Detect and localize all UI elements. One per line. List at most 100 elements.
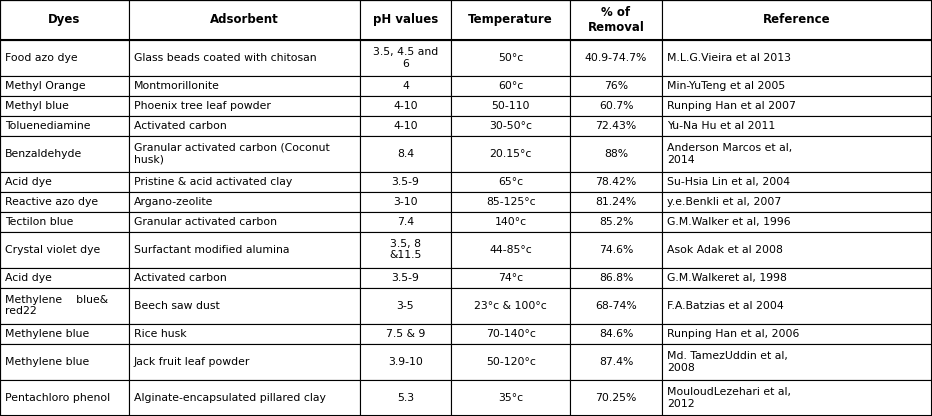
Text: 20.15°c: 20.15°c bbox=[489, 149, 532, 159]
Bar bbox=[662, 212, 932, 232]
Bar bbox=[360, 172, 451, 192]
Text: 50°c: 50°c bbox=[498, 53, 524, 63]
Bar bbox=[451, 96, 570, 116]
Text: Temperature: Temperature bbox=[469, 13, 553, 26]
Text: 84.6%: 84.6% bbox=[599, 329, 633, 339]
Text: Beech saw dust: Beech saw dust bbox=[133, 301, 219, 311]
Bar bbox=[129, 76, 360, 96]
Text: Activated carbon: Activated carbon bbox=[133, 121, 226, 131]
Text: pH values: pH values bbox=[373, 13, 438, 26]
Text: 140°c: 140°c bbox=[495, 217, 527, 227]
Bar bbox=[451, 76, 570, 96]
Bar bbox=[451, 344, 570, 380]
Bar bbox=[360, 40, 451, 76]
Bar bbox=[0, 96, 129, 116]
Text: Rice husk: Rice husk bbox=[133, 329, 186, 339]
Text: Anderson Marcos et al,
2014: Anderson Marcos et al, 2014 bbox=[666, 143, 792, 165]
Text: Phoenix tree leaf powder: Phoenix tree leaf powder bbox=[133, 101, 270, 111]
Text: 74.6%: 74.6% bbox=[599, 245, 633, 255]
Bar bbox=[662, 344, 932, 380]
Bar bbox=[360, 0, 451, 40]
Bar bbox=[129, 344, 360, 380]
Text: 7.5 & 9: 7.5 & 9 bbox=[386, 329, 425, 339]
Text: Md. TamezUddin et al,
2008: Md. TamezUddin et al, 2008 bbox=[666, 351, 788, 373]
Text: 88%: 88% bbox=[604, 149, 628, 159]
Bar bbox=[662, 76, 932, 96]
Bar bbox=[451, 136, 570, 172]
Text: Glass beads coated with chitosan: Glass beads coated with chitosan bbox=[133, 53, 316, 63]
Bar bbox=[662, 324, 932, 344]
Bar bbox=[129, 192, 360, 212]
Bar bbox=[0, 76, 129, 96]
Bar bbox=[662, 380, 932, 416]
Text: Acid dye: Acid dye bbox=[5, 272, 52, 282]
Text: F.A.Batzias et al 2004: F.A.Batzias et al 2004 bbox=[666, 301, 784, 311]
Bar bbox=[570, 116, 662, 136]
Text: Yu-Na Hu et al 2011: Yu-Na Hu et al 2011 bbox=[666, 121, 775, 131]
Text: MouloudLezehari et al,
2012: MouloudLezehari et al, 2012 bbox=[666, 387, 790, 409]
Bar bbox=[129, 116, 360, 136]
Text: 74°c: 74°c bbox=[499, 272, 523, 282]
Bar bbox=[662, 232, 932, 267]
Bar bbox=[662, 116, 932, 136]
Bar bbox=[0, 192, 129, 212]
Bar bbox=[360, 76, 451, 96]
Bar bbox=[451, 380, 570, 416]
Text: Min-YuTeng et al 2005: Min-YuTeng et al 2005 bbox=[666, 81, 785, 91]
Bar bbox=[0, 344, 129, 380]
Text: Granular activated carbon (Coconut
husk): Granular activated carbon (Coconut husk) bbox=[133, 143, 329, 165]
Bar bbox=[129, 136, 360, 172]
Bar bbox=[0, 267, 129, 287]
Bar bbox=[662, 287, 932, 324]
Text: Pristine & acid activated clay: Pristine & acid activated clay bbox=[133, 177, 292, 187]
Text: Activated carbon: Activated carbon bbox=[133, 272, 226, 282]
Text: Acid dye: Acid dye bbox=[5, 177, 52, 187]
Bar bbox=[570, 96, 662, 116]
Bar bbox=[0, 232, 129, 267]
Bar bbox=[360, 380, 451, 416]
Bar bbox=[360, 287, 451, 324]
Bar bbox=[360, 324, 451, 344]
Text: Methylene blue: Methylene blue bbox=[5, 357, 89, 367]
Bar bbox=[451, 287, 570, 324]
Text: 85-125°c: 85-125°c bbox=[486, 197, 536, 207]
Bar bbox=[570, 380, 662, 416]
Bar bbox=[570, 287, 662, 324]
Text: 3.5, 8
&11.5: 3.5, 8 &11.5 bbox=[390, 239, 421, 260]
Bar bbox=[451, 192, 570, 212]
Bar bbox=[129, 380, 360, 416]
Bar bbox=[129, 287, 360, 324]
Text: Reference: Reference bbox=[763, 13, 830, 26]
Text: 68-74%: 68-74% bbox=[596, 301, 637, 311]
Text: Su-Hsia Lin et al, 2004: Su-Hsia Lin et al, 2004 bbox=[666, 177, 789, 187]
Text: Alginate-encapsulated pillared clay: Alginate-encapsulated pillared clay bbox=[133, 393, 325, 403]
Text: G.M.Walkeret al, 1998: G.M.Walkeret al, 1998 bbox=[666, 272, 787, 282]
Bar bbox=[360, 267, 451, 287]
Text: 8.4: 8.4 bbox=[397, 149, 414, 159]
Text: Food azo dye: Food azo dye bbox=[5, 53, 77, 63]
Text: Runping Han et al, 2006: Runping Han et al, 2006 bbox=[666, 329, 799, 339]
Bar bbox=[0, 116, 129, 136]
Bar bbox=[570, 324, 662, 344]
Text: 3.5, 4.5 and
6: 3.5, 4.5 and 6 bbox=[373, 47, 438, 69]
Bar bbox=[129, 324, 360, 344]
Bar bbox=[0, 40, 129, 76]
Text: Adsorbent: Adsorbent bbox=[210, 13, 279, 26]
Text: Dyes: Dyes bbox=[48, 13, 80, 26]
Text: 50-110: 50-110 bbox=[491, 101, 530, 111]
Text: Methylene    blue&
red22: Methylene blue& red22 bbox=[5, 295, 108, 317]
Bar bbox=[570, 267, 662, 287]
Text: Surfactant modified alumina: Surfactant modified alumina bbox=[133, 245, 289, 255]
Text: 86.8%: 86.8% bbox=[599, 272, 633, 282]
Text: 4: 4 bbox=[402, 81, 409, 91]
Text: Montmorillonite: Montmorillonite bbox=[133, 81, 220, 91]
Text: Pentachloro phenol: Pentachloro phenol bbox=[5, 393, 110, 403]
Text: 81.24%: 81.24% bbox=[596, 197, 637, 207]
Bar bbox=[360, 192, 451, 212]
Text: Runping Han et al 2007: Runping Han et al 2007 bbox=[666, 101, 796, 111]
Text: Asok Adak et al 2008: Asok Adak et al 2008 bbox=[666, 245, 783, 255]
Text: 65°c: 65°c bbox=[499, 177, 523, 187]
Text: 7.4: 7.4 bbox=[397, 217, 414, 227]
Bar bbox=[662, 0, 932, 40]
Bar bbox=[570, 344, 662, 380]
